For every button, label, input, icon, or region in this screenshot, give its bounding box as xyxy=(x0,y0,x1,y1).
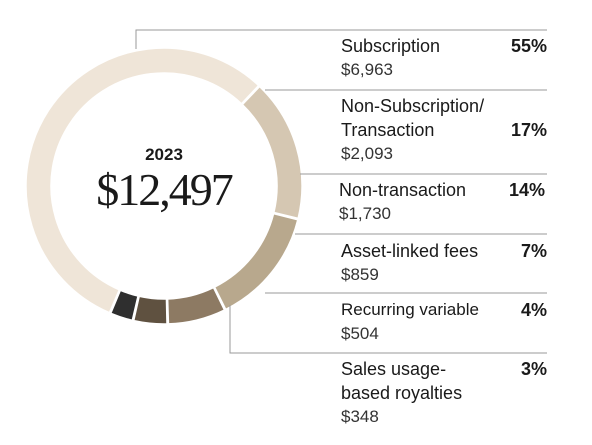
legend-item-non-transaction: 14% Non-transaction $1,730 xyxy=(339,178,545,225)
center-total: $12,497 xyxy=(96,164,234,215)
legend-value: $1,730 xyxy=(339,204,391,223)
legend-item-asset-linked-fees: 7% Asset-linked fees $859 xyxy=(341,239,547,286)
legend-value: $859 xyxy=(341,265,379,284)
donut-slice-non-transaction xyxy=(213,212,299,311)
legend-label: Asset-linked fees xyxy=(341,241,479,261)
legend-label: Non-Subscription/ Transaction xyxy=(341,96,485,140)
donut-slice-non-subscription-transaction xyxy=(241,85,303,220)
legend-label: Subscription xyxy=(341,36,441,56)
donut-slice-asset-linked-fees xyxy=(166,286,226,325)
legend-item-sales-usage-based-royalties: 3% Sales usage-based royalties $348 xyxy=(341,357,547,428)
donut-slice-subscription xyxy=(25,47,260,314)
legend-item-recurring-variable: 4% Recurring variable $504 xyxy=(341,298,547,345)
legend-value: $504 xyxy=(341,324,379,343)
legend-percent: 3% xyxy=(520,359,547,379)
legend-item-non-subscription: 17% Non-Subscription/ Transaction $2,093 xyxy=(341,94,547,165)
legend-label: Sales usage-based royalties xyxy=(341,359,463,403)
legend-percent: 17% xyxy=(510,120,547,140)
legend-value: $2,093 xyxy=(341,144,393,163)
legend-percent: 14% xyxy=(508,180,545,200)
legend-item-subscription: 55% Subscription $6,963 xyxy=(341,34,547,81)
center-year: 2023 xyxy=(145,145,183,164)
legend-percent: 7% xyxy=(520,241,547,261)
donut-slice-sales-usage-based-royalties xyxy=(109,289,139,322)
legend-value: $348 xyxy=(341,407,379,426)
legend-percent: 55% xyxy=(510,36,547,56)
legend-label: Non-transaction xyxy=(339,180,467,200)
donut-slice-recurring-variable xyxy=(132,295,168,325)
legend-percent: 4% xyxy=(520,300,547,320)
legend-label: Recurring variable xyxy=(341,300,479,319)
legend-value: $6,963 xyxy=(341,60,393,79)
